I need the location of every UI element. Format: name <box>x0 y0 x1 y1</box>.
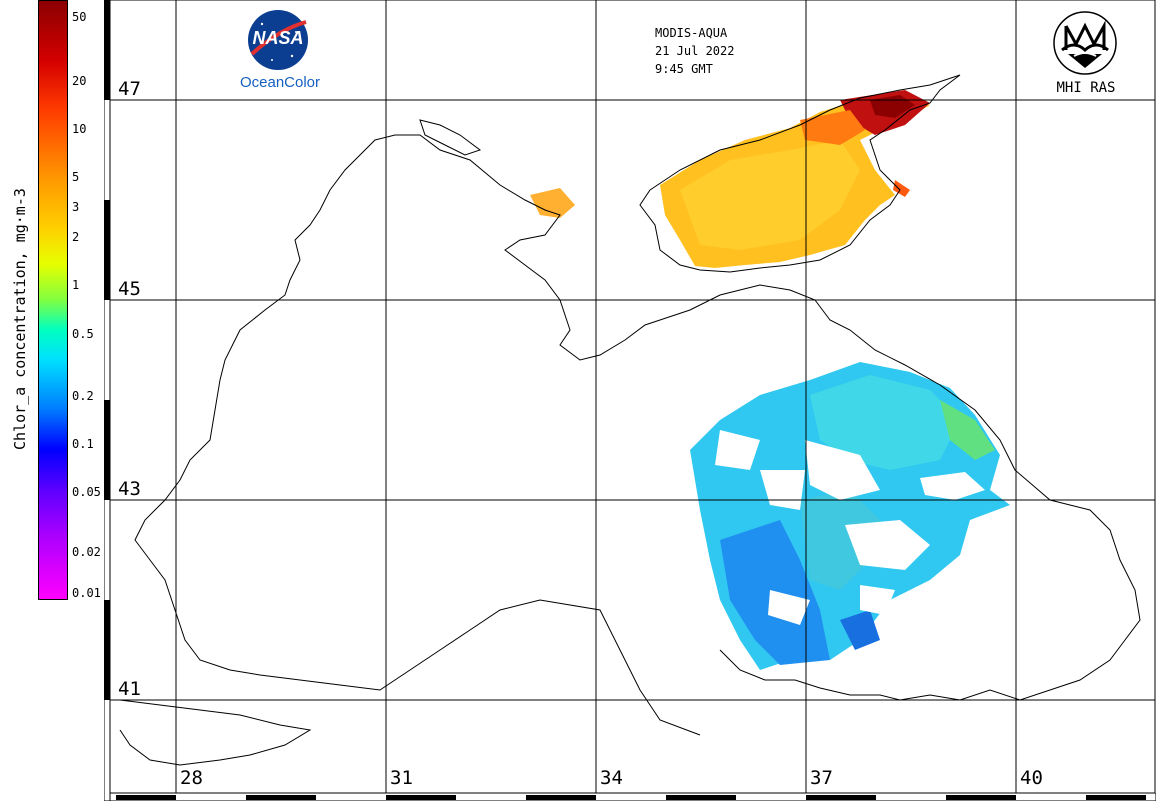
colorbar-label: 1 <box>72 278 80 292</box>
lat-label: 47 <box>118 78 141 100</box>
colorbar-label: 10 <box>72 122 87 136</box>
colorbar-label: 3 <box>72 200 80 214</box>
colorbar-label: 0.05 <box>72 485 101 499</box>
colorbar-title: Chlor_a concentration, mg·m-3 <box>11 188 29 450</box>
chlorophyll-eastern-black-sea <box>690 362 1010 670</box>
lon-label: 31 <box>390 767 413 789</box>
latitude-tick-rail <box>104 0 110 801</box>
colorbar-label: 5 <box>72 170 80 184</box>
colorbar-label: 0.5 <box>72 327 94 341</box>
mhi-ras-wordmark: MHI RAS <box>1056 80 1116 96</box>
acquisition-time: 9:45 GMT <box>655 62 713 76</box>
colorbar-label: 0.02 <box>72 545 101 559</box>
nasa-wordmark: NASA <box>252 28 304 48</box>
map-canvas <box>109 0 1156 794</box>
lat-label: 45 <box>118 278 141 300</box>
colorbar-label: 0.1 <box>72 437 94 451</box>
mhi-emblem-icon <box>1053 11 1117 75</box>
lon-label: 37 <box>810 767 833 789</box>
lon-label: 34 <box>600 767 623 789</box>
lat-label: 43 <box>118 478 141 500</box>
lon-label: 28 <box>180 767 203 789</box>
nasa-meatball-icon <box>248 10 308 70</box>
colorbar-panel: Chlor_a concentration, mg·m-3 50 20 10 5… <box>0 0 110 801</box>
oceancolor-wordmark: OceanColor <box>239 74 321 91</box>
lat-lon-grid <box>110 0 1155 793</box>
colorbar-label: 2 <box>72 230 80 244</box>
lat-label: 41 <box>118 678 141 700</box>
sensor-info: MODIS-AQUA 21 Jul 2022 9:45 GMT <box>655 24 734 78</box>
colorbar-label: 0.2 <box>72 389 94 403</box>
colorbar-label: 0.01 <box>72 586 101 600</box>
nasa-oceancolor-logo: NASA OceanColor <box>230 10 330 100</box>
longitude-tick-rail <box>110 793 1156 801</box>
coastline <box>119 74 1141 766</box>
acquisition-date: 21 Jul 2022 <box>655 44 735 58</box>
colorbar-label: 20 <box>72 74 87 88</box>
chlorophyll-azov-sea <box>530 90 930 268</box>
nasa-swoosh-icon <box>250 20 307 61</box>
black-sea-map <box>108 0 1156 801</box>
mhi-ras-logo: MHI RAS <box>1046 10 1126 100</box>
lon-label: 40 <box>1020 767 1043 789</box>
sensor-name: MODIS-AQUA <box>655 26 728 40</box>
colorbar <box>38 0 68 600</box>
colorbar-label: 50 <box>72 10 87 24</box>
